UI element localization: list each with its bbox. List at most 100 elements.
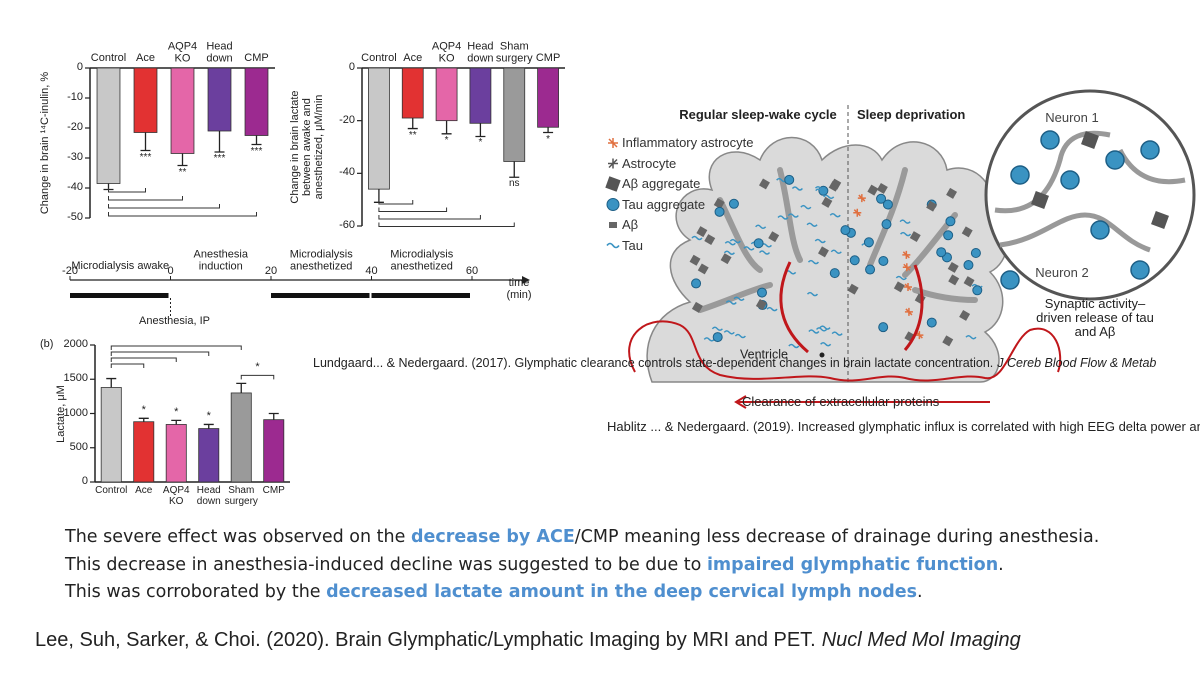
tau bbox=[729, 238, 741, 244]
abeta-aggregate bbox=[947, 261, 959, 273]
phase-bar bbox=[70, 293, 169, 298]
body-line: This decrease in anesthesia-induced decl… bbox=[65, 555, 1004, 575]
bar bbox=[263, 419, 285, 483]
tau-aggregate bbox=[1090, 220, 1110, 240]
abeta-aggregate bbox=[828, 180, 840, 192]
y-tick-label: -10 bbox=[67, 91, 83, 104]
neuron-label: Neuron 1 bbox=[1045, 109, 1099, 125]
abeta-aggregate bbox=[867, 184, 879, 196]
comparison-bracket bbox=[240, 374, 275, 380]
abeta-aggregate bbox=[689, 254, 701, 266]
tau-aggregate bbox=[963, 260, 974, 271]
citation: Hablitz ... & Nedergaard. (2019). Increa… bbox=[607, 418, 1200, 436]
tau bbox=[724, 241, 736, 246]
bar bbox=[230, 392, 252, 483]
tau bbox=[711, 326, 723, 332]
citation-text: Hablitz ... & Nedergaard. (2019). Increa… bbox=[607, 419, 1200, 434]
event-label: Anesthesia, IP bbox=[139, 315, 210, 328]
error-bar bbox=[441, 120, 452, 135]
tau-aggregate bbox=[878, 322, 889, 333]
release-label: Synaptic activity–driven release of tau … bbox=[1036, 295, 1154, 340]
error-bar bbox=[268, 412, 279, 420]
emphasis-text: decrease by ACE bbox=[410, 527, 575, 547]
abeta-aggregate bbox=[963, 276, 975, 288]
abeta-aggregate bbox=[959, 309, 971, 321]
abeta-aggregate bbox=[713, 198, 725, 210]
body-text: The severe effect was observed on the bbox=[65, 527, 411, 547]
bar bbox=[133, 67, 158, 133]
abeta-aggregate bbox=[758, 178, 770, 190]
tau bbox=[814, 238, 826, 244]
tau-aggregate bbox=[756, 287, 767, 298]
tau-aggregate bbox=[945, 216, 956, 227]
error-bar bbox=[214, 131, 225, 153]
panel-label: (b) bbox=[40, 338, 54, 351]
abeta-aggregate bbox=[893, 281, 905, 293]
tau bbox=[787, 213, 799, 218]
significance-label: * bbox=[546, 133, 551, 145]
abeta-aggregate bbox=[942, 335, 954, 347]
brain-fold bbox=[912, 287, 978, 303]
y-tick-label: 1000 bbox=[63, 406, 88, 419]
tau bbox=[831, 331, 843, 336]
tau-aggregate bbox=[840, 225, 851, 236]
inflammatory-astrocyte bbox=[915, 331, 924, 340]
inflammatory-astrocyte bbox=[853, 208, 862, 217]
bar bbox=[133, 421, 155, 483]
comparison-bracket bbox=[378, 222, 515, 227]
x-tick-label: AQP4 KO bbox=[431, 40, 462, 65]
abeta-aggregate bbox=[961, 226, 973, 238]
significance-label: * bbox=[141, 404, 146, 417]
body-text: /CMP meaning less decrease of drainage d… bbox=[574, 527, 1100, 547]
tau bbox=[758, 250, 771, 255]
error-bar bbox=[140, 132, 151, 152]
y-tick-label: 500 bbox=[69, 440, 88, 453]
x-tick-label: Sham surgery bbox=[224, 485, 258, 507]
y-tick-label: -40 bbox=[339, 166, 355, 179]
body-text: This decrease in anesthesia-induced decl… bbox=[65, 554, 707, 575]
bar bbox=[435, 67, 458, 122]
y-axis-label: Lactate, μM bbox=[55, 384, 68, 443]
abeta-aggregate bbox=[1151, 211, 1169, 229]
citation-journal: J Cereb Blood Flow & Metab bbox=[997, 356, 1157, 370]
body-line: This was corroborated by the decreased l… bbox=[65, 582, 923, 602]
comparison-bracket bbox=[110, 357, 177, 362]
tau bbox=[766, 306, 778, 312]
footer: Lee, Suh, Sarker, & Choi. (2020). Brain … bbox=[35, 629, 1021, 652]
body-text: . bbox=[998, 554, 1004, 575]
y-tick-label: 0 bbox=[81, 475, 88, 488]
tau-aggregate bbox=[728, 198, 739, 209]
legend-label: Tau aggregate bbox=[622, 196, 706, 212]
y-tick-label: 2000 bbox=[63, 338, 88, 351]
phase-bar bbox=[371, 293, 470, 298]
footer-text: Lee, Suh, Sarker, & Choi. (2020). Brain … bbox=[35, 629, 816, 652]
tau-aggregate bbox=[753, 238, 764, 249]
timeline-arrow bbox=[522, 276, 530, 284]
error-bar bbox=[407, 118, 418, 130]
tau-aggregate bbox=[881, 219, 892, 230]
y-tick-label: -20 bbox=[67, 121, 83, 134]
legend-icon bbox=[606, 242, 620, 249]
clearance-arrow bbox=[734, 395, 990, 409]
error-bar bbox=[475, 123, 486, 138]
tau bbox=[725, 300, 737, 305]
x-tick-label: Control bbox=[361, 52, 397, 65]
timeline-tick-label: 20 bbox=[264, 265, 278, 278]
tau bbox=[820, 341, 832, 347]
inflammatory-astrocyte bbox=[904, 307, 913, 316]
abeta-aggregate bbox=[768, 231, 780, 243]
legend-label: Aβ aggregate bbox=[622, 175, 701, 191]
tau bbox=[819, 325, 831, 330]
phase-bar bbox=[271, 293, 370, 298]
bar bbox=[503, 67, 526, 162]
x-tick-label: Control bbox=[95, 485, 128, 496]
x-tick-label: Ace bbox=[136, 52, 155, 65]
tau-aggregate bbox=[691, 278, 702, 289]
comparison-bracket bbox=[108, 188, 146, 193]
tau bbox=[723, 250, 735, 255]
comparison-bracket bbox=[378, 200, 414, 205]
x-tick-label: Head down bbox=[196, 485, 221, 507]
x-tick-label: Head down bbox=[206, 40, 233, 65]
tau bbox=[829, 212, 841, 218]
